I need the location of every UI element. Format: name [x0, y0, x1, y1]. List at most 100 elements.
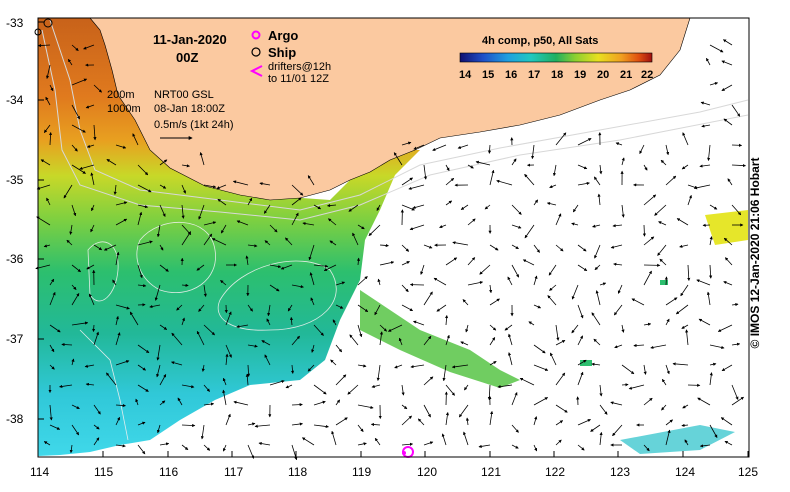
legend: Argo Ship drifters@12h to 11/01 12Z	[249, 28, 331, 85]
current-vector	[731, 104, 741, 117]
current-vector	[687, 194, 692, 206]
current-vector	[599, 164, 603, 175]
current-vector	[45, 96, 51, 106]
current-vector	[247, 304, 253, 312]
current-vector	[458, 404, 469, 418]
current-vector	[460, 341, 469, 346]
current-vector	[307, 175, 315, 186]
current-vector	[37, 43, 51, 48]
current-vector	[661, 378, 667, 386]
x-tick-label: 120	[417, 465, 437, 479]
current-vector	[313, 324, 324, 336]
current-vector	[489, 298, 500, 306]
current-vector	[528, 321, 535, 326]
argo-legend-icon	[251, 30, 261, 40]
current-vector	[287, 304, 293, 312]
current-vector	[599, 404, 608, 415]
land-australia	[89, 17, 691, 201]
current-vector	[357, 364, 367, 368]
current-vector	[181, 204, 185, 219]
current-vector	[377, 278, 381, 286]
current-vector	[508, 352, 513, 366]
current-vector	[137, 421, 146, 426]
current-vector	[181, 384, 195, 389]
x-tick-label: 125	[738, 465, 758, 479]
current-vector	[489, 337, 496, 346]
current-vector	[67, 58, 73, 66]
current-vector	[66, 239, 73, 246]
current-vector	[615, 142, 623, 146]
current-vector	[631, 298, 645, 306]
current-vector	[664, 276, 668, 286]
current-vector	[159, 324, 168, 330]
current-vector	[233, 400, 249, 406]
current-vector	[49, 291, 56, 306]
current-vector	[280, 264, 293, 270]
current-vector	[352, 232, 359, 246]
current-vector	[261, 340, 271, 346]
current-vector	[91, 204, 95, 212]
current-vector	[401, 141, 412, 146]
current-vector	[137, 204, 149, 209]
current-vector	[203, 184, 217, 189]
current-vector	[577, 444, 585, 451]
x-tick-label: 122	[545, 465, 565, 479]
current-vector	[465, 324, 469, 333]
current-vector	[423, 335, 432, 346]
current-vector	[591, 362, 601, 366]
current-vector	[394, 364, 403, 369]
current-vector	[49, 364, 55, 370]
current-vector	[612, 224, 623, 228]
current-vector	[137, 444, 146, 455]
current-vector	[709, 424, 718, 438]
current-vector	[159, 442, 170, 446]
current-vector	[665, 429, 671, 446]
current-vector	[198, 204, 205, 220]
current-vector	[43, 244, 51, 248]
current-vector	[289, 316, 294, 326]
current-vector	[555, 404, 568, 413]
current-vector	[49, 84, 54, 92]
x-tick-label: 116	[159, 465, 178, 479]
current-vector	[198, 304, 205, 312]
current-vector	[203, 233, 213, 246]
current-vector	[36, 184, 51, 190]
current-vector	[335, 304, 344, 309]
current-vector	[709, 236, 713, 246]
current-vector	[721, 364, 733, 372]
current-vector	[149, 304, 161, 309]
current-vector	[103, 244, 117, 251]
current-vector	[137, 211, 143, 226]
current-vector	[727, 178, 733, 186]
current-vector	[301, 437, 315, 446]
current-vector	[115, 416, 120, 426]
current-vector	[387, 324, 403, 332]
current-vector	[643, 194, 657, 206]
current-vector	[85, 104, 95, 109]
current-vector	[555, 439, 562, 446]
current-vector	[335, 374, 347, 386]
current-vector	[379, 243, 389, 248]
current-vector	[49, 278, 55, 286]
current-vector	[135, 398, 139, 406]
current-vector	[92, 324, 96, 333]
current-vector	[665, 144, 670, 156]
current-vector	[445, 164, 450, 172]
current-vector	[196, 330, 205, 346]
current-vector	[590, 424, 601, 432]
legend-argo: Argo	[268, 28, 298, 43]
current-vector	[524, 224, 535, 239]
current-vector	[71, 292, 80, 306]
current-vector	[285, 237, 293, 246]
current-vector	[643, 397, 653, 406]
current-vector	[533, 416, 538, 426]
current-vector	[309, 272, 315, 286]
map-date: 11-Jan-2020	[153, 32, 227, 47]
current-vector	[709, 44, 724, 53]
current-vector	[467, 218, 476, 226]
current-vector	[93, 331, 99, 346]
current-vector	[401, 244, 410, 252]
current-vector	[156, 224, 161, 238]
current-vector	[452, 241, 469, 246]
current-vector	[533, 397, 549, 406]
